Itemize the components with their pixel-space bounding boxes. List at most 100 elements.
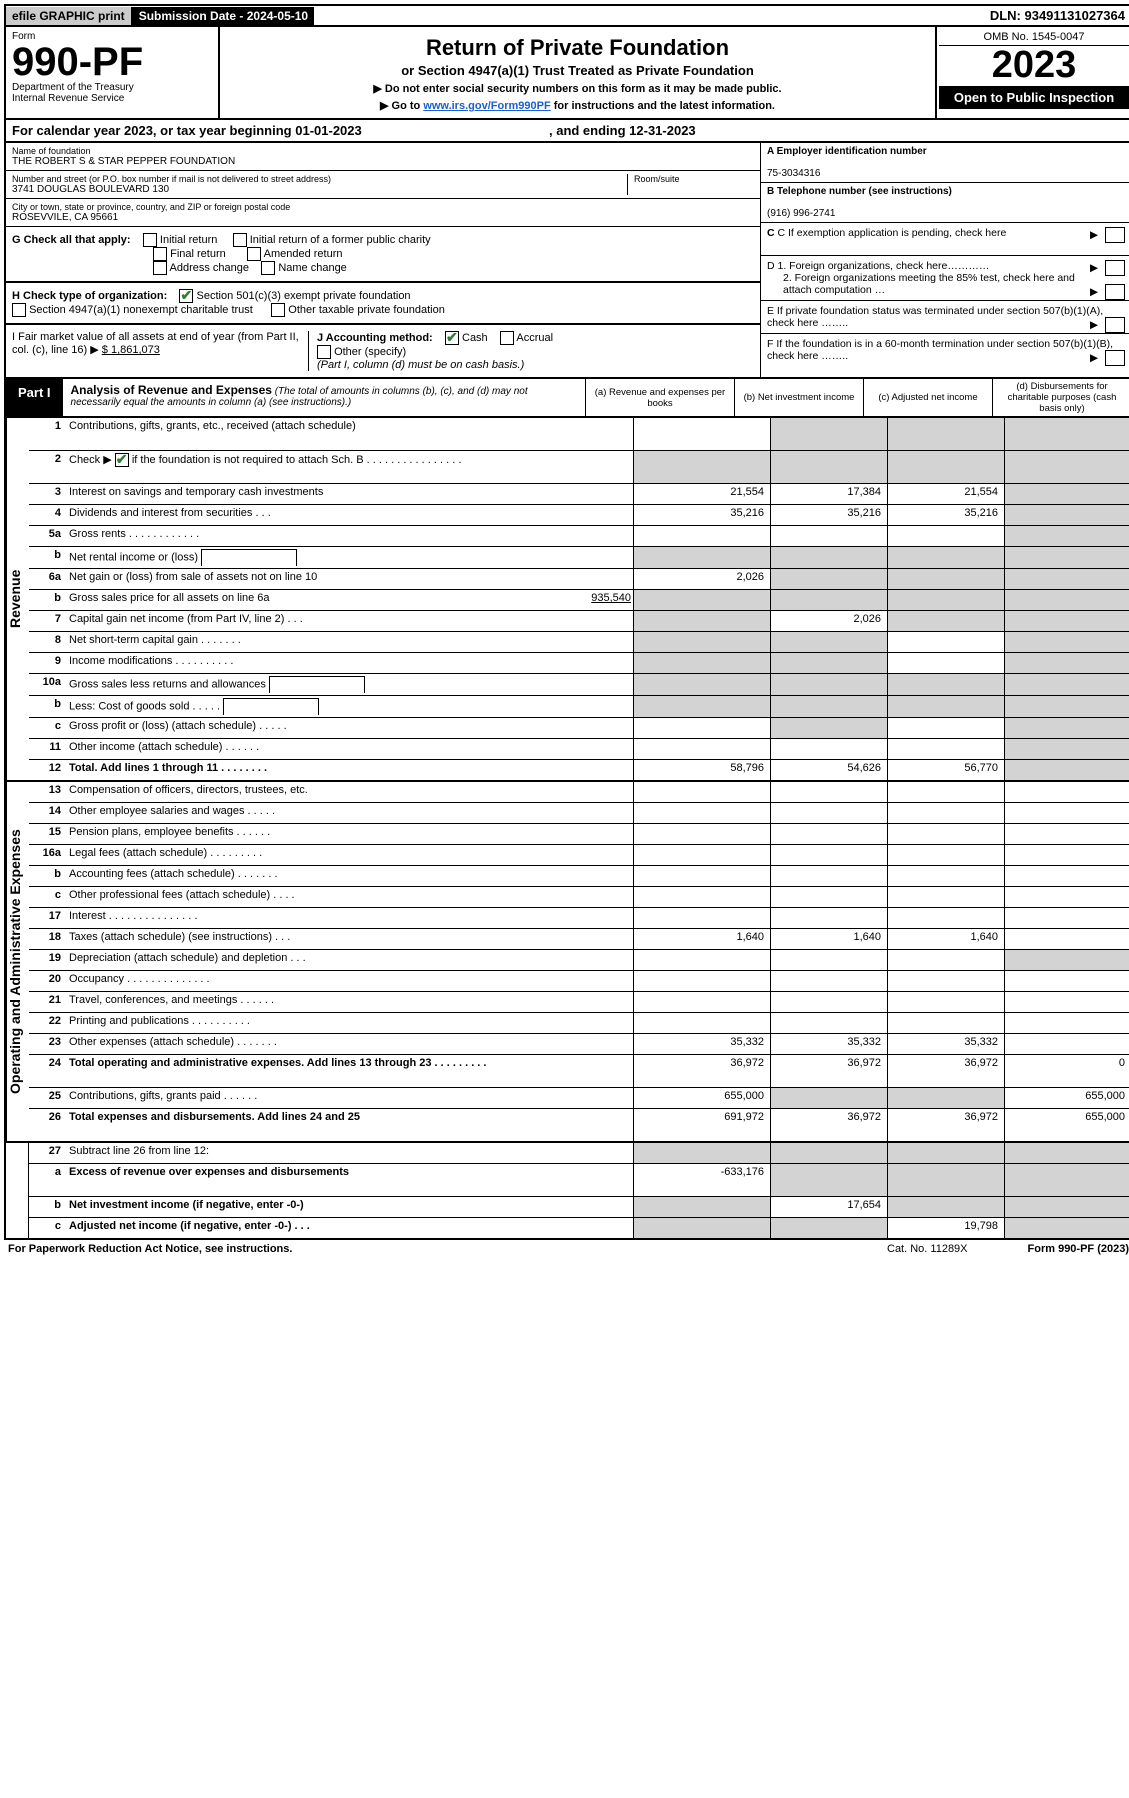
- header-note-2: ▶ Go to www.irs.gov/Form990PF for instru…: [226, 99, 929, 112]
- row-3: 3Interest on savings and temporary cash …: [29, 484, 1129, 505]
- entity-info: Name of foundation THE ROBERT S & STAR P…: [4, 143, 1129, 379]
- efile-print-button[interactable]: efile GRAPHIC print: [6, 7, 133, 25]
- row-20: 20Occupancy . . . . . . . . . . . . . .: [29, 971, 1129, 992]
- row-25: 25Contributions, gifts, grants paid . . …: [29, 1088, 1129, 1109]
- row-11: 11Other income (attach schedule) . . . .…: [29, 739, 1129, 760]
- row-8: 8Net short-term capital gain . . . . . .…: [29, 632, 1129, 653]
- form-header: Form 990-PF Department of the Treasury I…: [4, 27, 1129, 120]
- part1-desc: Analysis of Revenue and Expenses (The to…: [63, 379, 585, 416]
- checkbox-address-change[interactable]: [153, 261, 167, 275]
- checkbox-e[interactable]: [1105, 317, 1125, 333]
- h-label: H Check type of organization:: [12, 290, 167, 302]
- inline-6b: 935,540: [591, 592, 631, 604]
- revenue-side-label: Revenue: [6, 418, 29, 780]
- row-10c: cGross profit or (loss) (attach schedule…: [29, 718, 1129, 739]
- row-17: 17Interest . . . . . . . . . . . . . . .: [29, 908, 1129, 929]
- col-d-header: (d) Disbursements for charitable purpose…: [992, 379, 1129, 416]
- row-27c: cAdjusted net income (if negative, enter…: [29, 1218, 1129, 1238]
- row-13: 13Compensation of officers, directors, t…: [29, 782, 1129, 803]
- row-21: 21Travel, conferences, and meetings . . …: [29, 992, 1129, 1013]
- section-g: G Check all that apply: Initial return I…: [6, 227, 760, 283]
- checkbox-final-return[interactable]: [153, 247, 167, 261]
- form-title: Return of Private Foundation: [226, 35, 929, 61]
- checkbox-d2[interactable]: [1105, 284, 1125, 300]
- checkbox-name-change[interactable]: [261, 261, 275, 275]
- checkbox-4947a1[interactable]: [12, 303, 26, 317]
- dln: DLN: 93491131027364: [984, 6, 1129, 25]
- dept-treasury: Department of the Treasury: [12, 82, 212, 93]
- part1-header: Part I Analysis of Revenue and Expenses …: [4, 379, 1129, 418]
- irs-label: Internal Revenue Service: [12, 93, 212, 104]
- header-center: Return of Private Foundation or Section …: [220, 27, 935, 118]
- top-bar: efile GRAPHIC print Submission Date - 20…: [4, 4, 1129, 27]
- row-6b: bGross sales price for all assets on lin…: [29, 590, 1129, 611]
- checkbox-other-taxable[interactable]: [271, 303, 285, 317]
- checkbox-accrual[interactable]: [500, 331, 514, 345]
- checkbox-sch-b[interactable]: [115, 453, 129, 467]
- footer-left: For Paperwork Reduction Act Notice, see …: [8, 1243, 292, 1255]
- address-row: Number and street (or P.O. box number if…: [6, 171, 760, 199]
- section-c: C C If exemption application is pending,…: [761, 223, 1129, 256]
- row-5b: bNet rental income or (loss): [29, 547, 1129, 569]
- row-27b: bNet investment income (if negative, ent…: [29, 1197, 1129, 1218]
- ein-value: 75-3034316: [767, 168, 820, 179]
- column-headers: (a) Revenue and expenses per books (b) N…: [585, 379, 1129, 416]
- expenses-side-label: Operating and Administrative Expenses: [6, 782, 29, 1141]
- row-27a: aExcess of revenue over expenses and dis…: [29, 1164, 1129, 1197]
- checkbox-f[interactable]: [1105, 350, 1125, 366]
- section-f: F If the foundation is in a 60-month ter…: [761, 334, 1129, 366]
- form-number: 990-PF: [12, 42, 212, 82]
- foundation-name-row: Name of foundation THE ROBERT S & STAR P…: [6, 143, 760, 171]
- row-16c: cOther professional fees (attach schedul…: [29, 887, 1129, 908]
- j-note: (Part I, column (d) must be on cash basi…: [317, 359, 524, 371]
- checkbox-initial-return-former[interactable]: [233, 233, 247, 247]
- part1-label: Part I: [6, 379, 63, 416]
- section-i-j: I Fair market value of all assets at end…: [6, 325, 760, 377]
- revenue-table: Revenue 1Contributions, gifts, grants, e…: [4, 418, 1129, 782]
- footer-form-ref: Form 990-PF (2023): [1028, 1243, 1129, 1255]
- row-22: 22Printing and publications . . . . . . …: [29, 1013, 1129, 1034]
- col-a-header: (a) Revenue and expenses per books: [585, 379, 734, 416]
- row-18: 18Taxes (attach schedule) (see instructi…: [29, 929, 1129, 950]
- telephone-row: B Telephone number (see instructions) (9…: [761, 183, 1129, 223]
- checkbox-501c3[interactable]: [179, 289, 193, 303]
- row-26: 26Total expenses and disbursements. Add …: [29, 1109, 1129, 1141]
- row-4: 4Dividends and interest from securities …: [29, 505, 1129, 526]
- inline-10a: [269, 676, 365, 693]
- inline-10b: [223, 698, 319, 715]
- row-16a: 16aLegal fees (attach schedule) . . . . …: [29, 845, 1129, 866]
- row-16b: bAccounting fees (attach schedule) . . .…: [29, 866, 1129, 887]
- irs-link[interactable]: www.irs.gov/Form990PF: [423, 100, 550, 112]
- expenses-table: Operating and Administrative Expenses 13…: [4, 782, 1129, 1143]
- row-10a: 10aGross sales less returns and allowanc…: [29, 674, 1129, 696]
- inline-5b: [201, 549, 297, 566]
- row-2: 2 Check ▶ if the foundation is not requi…: [29, 451, 1129, 484]
- row-27: 27Subtract line 26 from line 12:: [29, 1143, 1129, 1164]
- header-note-1: ▶ Do not enter social security numbers o…: [226, 82, 929, 95]
- room-suite-label: Room/suite: [634, 174, 754, 184]
- section-e: E If private foundation status was termi…: [761, 301, 1129, 334]
- checkbox-initial-return[interactable]: [143, 233, 157, 247]
- i-value: $ 1,861,073: [102, 344, 160, 356]
- row-1: 1Contributions, gifts, grants, etc., rec…: [29, 418, 1129, 451]
- submission-date: Submission Date - 2024-05-10: [133, 7, 314, 25]
- row-7: 7Capital gain net income (from Part IV, …: [29, 611, 1129, 632]
- open-to-public: Open to Public Inspection: [939, 86, 1129, 109]
- row-14: 14Other employee salaries and wages . . …: [29, 803, 1129, 824]
- page-footer: For Paperwork Reduction Act Notice, see …: [4, 1240, 1129, 1258]
- foundation-name: THE ROBERT S & STAR PEPPER FOUNDATION: [12, 156, 754, 167]
- g-label: G Check all that apply:: [12, 234, 131, 246]
- footer-cat-no: Cat. No. 11289X: [887, 1243, 968, 1255]
- city-state-zip: ROSEVVILE, CA 95661: [12, 212, 754, 223]
- checkbox-amended-return[interactable]: [247, 247, 261, 261]
- ein-row: A Employer identification number 75-3034…: [761, 143, 1129, 183]
- checkbox-d1[interactable]: [1105, 260, 1125, 276]
- tax-year: 2023: [939, 46, 1129, 84]
- checkbox-other-method[interactable]: [317, 345, 331, 359]
- row-24: 24Total operating and administrative exp…: [29, 1055, 1129, 1088]
- row-23: 23Other expenses (attach schedule) . . .…: [29, 1034, 1129, 1055]
- checkbox-cash[interactable]: [445, 331, 459, 345]
- section-d: D 1. Foreign organizations, check here………: [761, 256, 1129, 301]
- calendar-year-row: For calendar year 2023, or tax year begi…: [4, 120, 1129, 143]
- checkbox-c[interactable]: [1105, 227, 1125, 243]
